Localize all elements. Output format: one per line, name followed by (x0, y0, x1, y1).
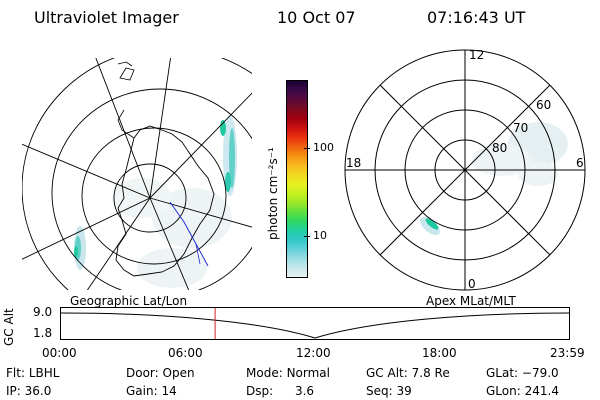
info-mode: Mode: Normal (246, 366, 330, 380)
mlt-label-18: 18 (346, 156, 362, 170)
color-scale-bar (286, 80, 308, 278)
colorbar-unit-label: photon cm⁻²s⁻¹ (266, 147, 280, 240)
timeline-tick-1200: 12:00 (296, 346, 331, 360)
colorbar-tick (304, 236, 310, 237)
apex-panel-label: Apex MLat/MLT (426, 294, 516, 308)
time-label: 07:16:43 UT (427, 8, 526, 27)
timeline-y-min: 1.8 (33, 326, 53, 340)
info-dsp: Dsp: 3.6 (246, 384, 315, 398)
timeline-tick-0000: 00:00 (42, 346, 77, 360)
date-label: 10 Oct 07 (277, 8, 356, 27)
info-glat: GLat: −79.0 (486, 366, 559, 380)
info-door: Door: Open (126, 366, 195, 380)
mlt-label-12: 12 (469, 48, 485, 62)
aurora-emission (74, 116, 237, 288)
mlt-label-6: 6 (576, 156, 584, 170)
colorbar-tick-100: 100 (313, 141, 334, 154)
mlat-label-70: 70 (513, 121, 529, 135)
mlat-label-60: 60 (536, 98, 552, 112)
info-filter: Flt: LBHL (6, 366, 60, 380)
info-ip: IP: 36.0 (6, 384, 52, 398)
altitude-timeline-plot (60, 307, 570, 340)
timeline-tick-0600: 06:00 (168, 346, 203, 360)
info-gc-alt: GC Alt: 7.8 Re (366, 366, 450, 380)
instrument-title: Ultraviolet Imager (34, 8, 179, 27)
magnetic-polar-plot (344, 49, 586, 291)
info-seq: Seq: 39 (366, 384, 412, 398)
aurora-emission (420, 122, 568, 235)
timeline-tick-1800: 18:00 (422, 346, 457, 360)
mlt-label-0: 0 (468, 277, 476, 291)
info-glon: GLon: 241.4 (486, 384, 559, 398)
timeline-y-max: 9.0 (33, 305, 53, 319)
geographic-map (22, 58, 252, 290)
timeline-y-label: GC Alt (2, 308, 16, 346)
mlat-label-80: 80 (492, 141, 508, 155)
colorbar-tick (304, 148, 310, 149)
colorbar-tick-10: 10 (313, 229, 327, 242)
geographic-panel-label: Geographic Lat/Lon (70, 294, 188, 308)
timeline-tick-2359: 23:59 (550, 346, 585, 360)
info-gain: Gain: 14 (126, 384, 177, 398)
